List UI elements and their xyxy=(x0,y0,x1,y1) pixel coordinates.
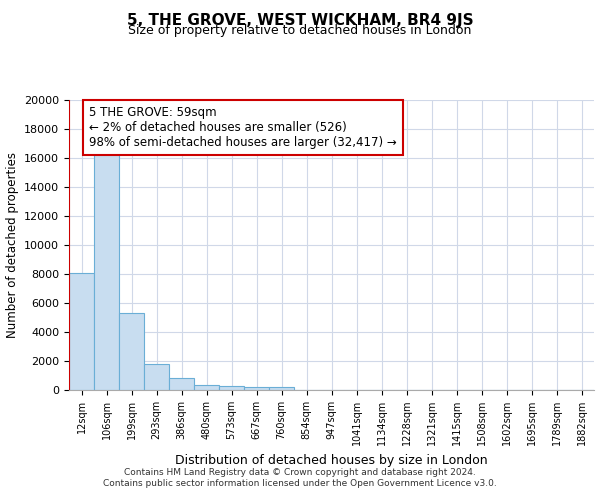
Bar xyxy=(244,387,269,390)
X-axis label: Distribution of detached houses by size in London: Distribution of detached houses by size … xyxy=(175,454,488,466)
Bar xyxy=(219,386,244,390)
Bar xyxy=(194,385,219,390)
Bar xyxy=(119,313,144,390)
Text: Size of property relative to detached houses in London: Size of property relative to detached ho… xyxy=(128,24,472,37)
Text: 5, THE GROVE, WEST WICKHAM, BR4 9JS: 5, THE GROVE, WEST WICKHAM, BR4 9JS xyxy=(127,12,473,28)
Bar xyxy=(94,150,119,390)
Text: Contains HM Land Registry data © Crown copyright and database right 2024.
Contai: Contains HM Land Registry data © Crown c… xyxy=(103,468,497,487)
Y-axis label: Number of detached properties: Number of detached properties xyxy=(5,152,19,338)
Bar xyxy=(269,387,294,390)
Bar xyxy=(69,272,94,390)
Text: 5 THE GROVE: 59sqm
← 2% of detached houses are smaller (526)
98% of semi-detache: 5 THE GROVE: 59sqm ← 2% of detached hous… xyxy=(89,106,397,149)
Bar xyxy=(144,364,169,390)
Bar xyxy=(169,378,194,390)
